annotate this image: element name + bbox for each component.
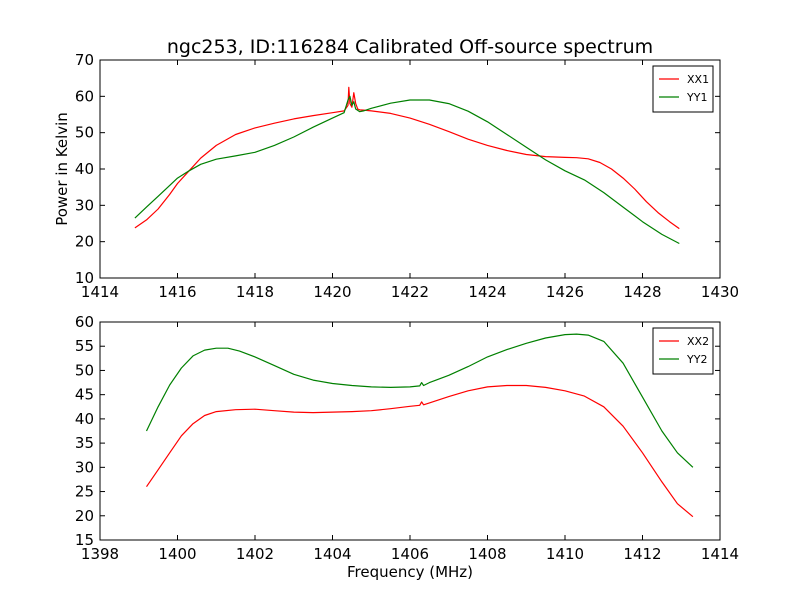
y-tick-label: 40 [75,410,94,428]
x-tick-label: 1410 [546,545,584,563]
y-tick-label: 60 [75,87,94,105]
y-tick-label: 70 [75,51,94,69]
y-tick-label: 60 [75,313,94,331]
y-tick-label: 20 [75,233,94,251]
y-tick-label: 25 [75,483,94,501]
x-tick-label: 1430 [701,283,739,301]
x-tick-label: 1414 [701,545,739,563]
y-tick-label: 30 [75,458,94,476]
y-tick-label: 35 [75,434,94,452]
x-tick-label: 1426 [546,283,584,301]
y-tick-label: 15 [75,531,94,549]
x-tick-label: 1414 [81,283,119,301]
legend-label-xx2: XX2 [687,335,709,348]
y-tick-label: 50 [75,124,94,142]
x-tick-label: 1424 [468,283,506,301]
x-tick-label: 1400 [158,545,196,563]
y-tick-label: 50 [75,361,94,379]
series-line-xx2 [146,384,694,518]
legend-label-yy1: YY1 [686,91,707,104]
x-tick-label: 1402 [236,545,274,563]
y-axis-label-top: Power in Kelvin [53,112,71,226]
bottom-panel: 1398 1400 1402 1404 1406 1408 1410 1412 1414 15 20… [75,313,739,563]
x-axis-label-bottom: Frequency (MHz) [347,563,473,581]
y-tick-label: 20 [75,507,94,525]
x-tick-label: 1398 [81,545,119,563]
legend-label-xx1: XX1 [687,73,709,86]
y-tick-label: 45 [75,386,94,404]
top-panel: 1414 1416 1418 1420 1422 1424 1426 1428 1430 10 20… [75,51,739,301]
top-legend [652,65,714,113]
chart-title: ngc253, ID:116284 Calibrated Off-source … [167,36,653,58]
y-tick-label: 10 [75,269,94,287]
x-tick-label: 1418 [236,283,274,301]
x-tick-label: 1428 [623,283,661,301]
y-tick-label: 30 [75,196,94,214]
x-tick-label: 1404 [313,545,351,563]
y-tick-label: 55 [75,337,94,355]
x-tick-label: 1406 [391,545,429,563]
series-line-yy1 [134,95,680,245]
x-tick-label: 1408 [468,545,506,563]
bottom-legend [652,327,714,375]
x-tick-label: 1416 [158,283,196,301]
series-line-xx1 [134,86,680,230]
x-tick-label: 1412 [623,545,661,563]
series-line-yy2 [145,333,694,468]
legend-label-yy2: YY2 [686,353,707,366]
y-tick-label: 40 [75,160,94,178]
x-tick-label: 1422 [391,283,429,301]
x-tick-label: 1420 [313,283,351,301]
